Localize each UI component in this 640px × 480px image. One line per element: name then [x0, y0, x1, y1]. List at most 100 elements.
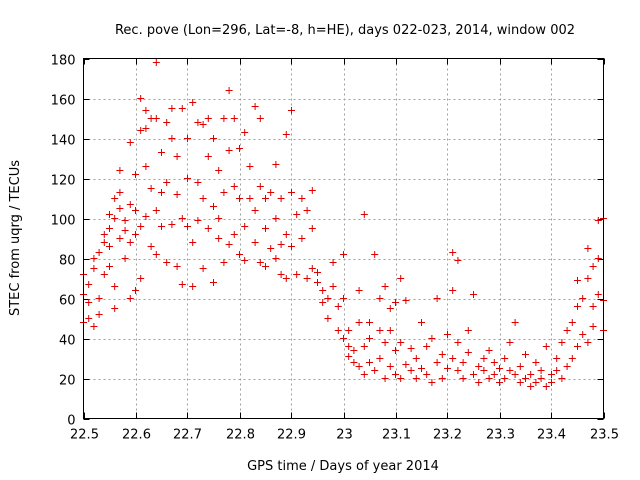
x-axis-label: GPS time / Days of year 2014 — [247, 459, 439, 474]
data-point — [147, 185, 155, 192]
data-point — [558, 375, 566, 382]
data-point — [308, 225, 316, 232]
data-point — [444, 365, 451, 372]
data-point — [184, 223, 191, 230]
data-point — [397, 375, 405, 382]
data-point — [548, 371, 555, 378]
data-point — [594, 291, 602, 298]
data-point — [132, 231, 139, 238]
data-point — [236, 251, 243, 258]
data-point — [178, 105, 186, 112]
data-point — [516, 363, 524, 370]
data-point — [85, 299, 93, 306]
data-point — [106, 211, 113, 218]
data-point — [366, 335, 373, 342]
data-point — [111, 305, 119, 312]
data-point — [132, 287, 139, 294]
data-point — [137, 275, 145, 282]
y-tick-label: 100 — [51, 214, 76, 229]
data-point — [506, 339, 514, 346]
data-point — [132, 207, 139, 214]
data-point — [386, 305, 394, 312]
data-point — [589, 303, 597, 310]
y-tick-labels: 0 20 40 60 80 100 120 140 160 180 — [51, 54, 76, 429]
data-point — [277, 195, 285, 202]
data-point — [537, 367, 545, 374]
data-point — [173, 153, 181, 160]
data-point — [459, 375, 467, 382]
data-point — [241, 223, 249, 230]
data-point — [204, 225, 212, 232]
y-tick-label: 160 — [51, 94, 76, 109]
data-point — [100, 271, 108, 278]
data-point — [454, 339, 462, 346]
data-point — [412, 375, 420, 382]
data-point — [527, 383, 535, 390]
data-point — [256, 259, 264, 266]
y-tick-label: 60 — [59, 294, 76, 309]
data-point — [594, 255, 602, 262]
data-point — [132, 171, 139, 178]
data-point — [288, 189, 295, 196]
data-point — [355, 363, 363, 370]
data-point — [433, 295, 441, 302]
x-tick-label: 23.2 — [433, 428, 462, 443]
data-point — [142, 163, 150, 170]
data-point — [449, 249, 457, 256]
data-point — [308, 265, 316, 272]
data-point — [111, 215, 119, 222]
data-point — [215, 235, 223, 242]
x-tick-labels: 22.5 22.6 22.7 22.8 22.9 23 23.1 23.2 23.3 23.4 23… — [70, 428, 619, 443]
data-point — [584, 245, 592, 252]
data-point — [230, 115, 238, 122]
data-point — [90, 255, 98, 262]
x-tick-label: 23.5 — [590, 428, 619, 443]
data-point — [496, 379, 503, 386]
data-point — [360, 371, 368, 378]
data-point — [251, 207, 259, 214]
data-point — [116, 189, 124, 196]
data-point — [220, 189, 228, 196]
data-point — [152, 251, 160, 258]
data-point — [386, 327, 394, 334]
data-point — [574, 277, 581, 284]
data-point — [121, 227, 129, 234]
y-tick-label: 0 — [67, 414, 75, 429]
data-point — [262, 225, 269, 232]
data-point — [251, 239, 259, 246]
data-point — [204, 153, 212, 160]
data-point — [464, 327, 472, 334]
data-point — [215, 215, 223, 222]
data-point — [288, 107, 295, 114]
x-tick-label: 22.7 — [173, 428, 202, 443]
data-point — [210, 203, 217, 210]
data-point — [95, 311, 103, 318]
data-point — [282, 231, 290, 238]
data-point — [568, 319, 576, 326]
data-point — [485, 347, 493, 354]
data-point — [210, 279, 217, 286]
data-point — [485, 375, 493, 382]
data-point — [121, 255, 129, 262]
data-point — [496, 365, 503, 372]
data-point — [246, 163, 254, 170]
data-point — [194, 217, 202, 224]
data-point — [402, 361, 410, 368]
data-point — [152, 207, 160, 214]
y-tick-label: 40 — [59, 334, 76, 349]
data-point — [85, 281, 93, 288]
data-point — [137, 95, 145, 102]
data-point — [366, 319, 373, 326]
data-point — [184, 135, 191, 142]
data-point — [407, 367, 415, 374]
data-point — [459, 359, 467, 366]
x-tick-label: 22.8 — [226, 428, 255, 443]
data-point — [329, 259, 337, 266]
x-tick-label: 23.3 — [486, 428, 515, 443]
grid-lines — [83, 58, 604, 419]
x-tick-label: 22.9 — [277, 428, 306, 443]
x-tick-label: 23 — [336, 428, 353, 443]
data-point — [454, 367, 462, 374]
data-point — [163, 119, 171, 126]
data-point — [256, 115, 264, 122]
